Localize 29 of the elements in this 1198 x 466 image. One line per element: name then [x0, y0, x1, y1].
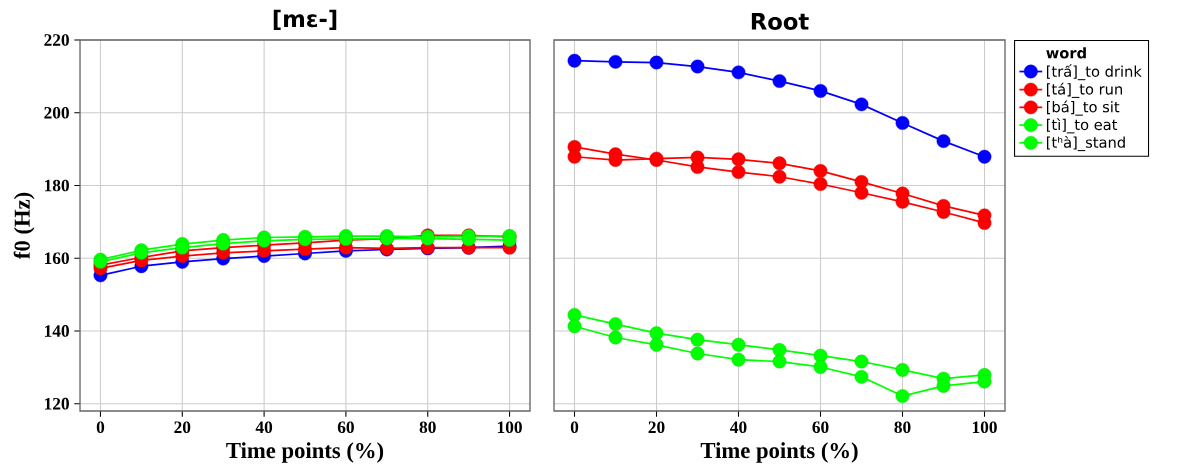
x-tick-label: 20 [174, 421, 191, 434]
legend-label: [tì]_to eat [1046, 118, 1118, 134]
x-axis-title: Time points (%) [226, 442, 384, 463]
x-axis-title: Time points (%) [700, 442, 858, 463]
x-tick-label: 80 [419, 421, 436, 434]
y-tick-label: 120 [44, 397, 69, 410]
x-tick-label: 0 [570, 421, 579, 434]
x-tick-label: 60 [812, 421, 829, 434]
legend-label: [trấ]_to drink [1046, 64, 1142, 81]
x-tick-label: 100 [497, 421, 522, 434]
legend-title: word [1046, 47, 1086, 59]
x-tick-label: 0 [96, 421, 105, 434]
y-tick-label: 160 [44, 252, 69, 265]
x-tick-label: 40 [255, 421, 273, 434]
x-tick-label: 60 [337, 421, 354, 434]
x-tick-label: 80 [894, 421, 911, 434]
x-tick-label: 40 [730, 421, 747, 434]
legend-label: [tʰà]_stand [1046, 135, 1125, 152]
y-tick-label: 220 [44, 34, 69, 46]
y-tick-label: 200 [44, 106, 69, 119]
y-tick-label: 180 [44, 179, 69, 192]
legend-label: [bá]_to sit [1046, 100, 1120, 116]
y-axis-title: f0 (Hz) [13, 192, 35, 259]
chart-title: Root [751, 13, 809, 30]
legend-label: [tá]_to run [1046, 82, 1122, 98]
y-tick-label: 140 [44, 325, 69, 337]
x-tick-label: 100 [972, 421, 997, 434]
chart-title: [mɛ-] [273, 9, 337, 30]
x-tick-label: 20 [648, 421, 665, 434]
